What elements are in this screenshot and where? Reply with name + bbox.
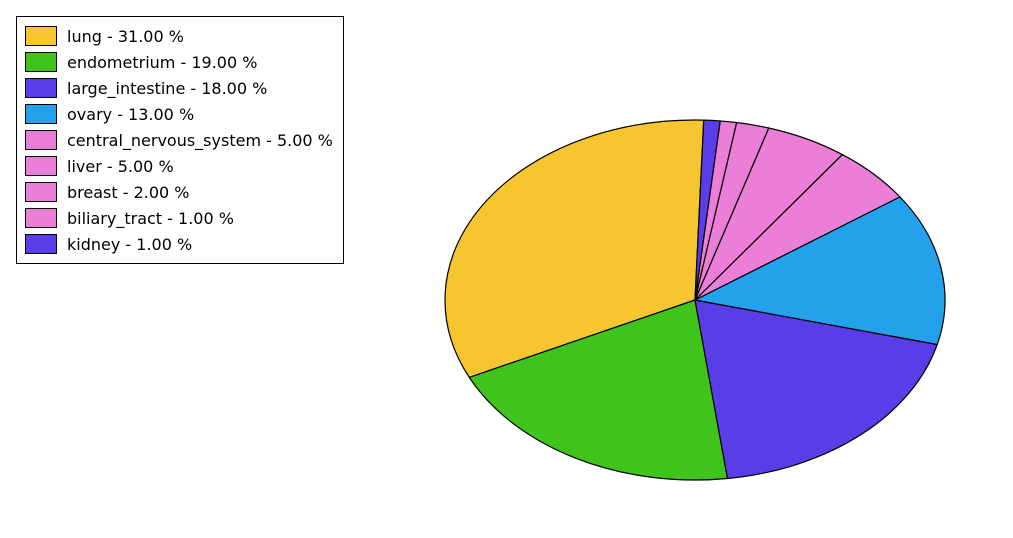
legend-label: ovary - 13.00 % xyxy=(67,105,194,124)
legend-label: large_intestine - 18.00 % xyxy=(67,79,267,98)
legend-swatch xyxy=(25,156,57,176)
pie-chart xyxy=(430,110,960,490)
legend-item: large_intestine - 18.00 % xyxy=(25,75,333,101)
legend-swatch xyxy=(25,52,57,72)
legend-item: kidney - 1.00 % xyxy=(25,231,333,257)
legend-swatch xyxy=(25,208,57,228)
legend-item: central_nervous_system - 5.00 % xyxy=(25,127,333,153)
legend-swatch xyxy=(25,234,57,254)
legend-item: lung - 31.00 % xyxy=(25,23,333,49)
legend-item: endometrium - 19.00 % xyxy=(25,49,333,75)
legend-swatch xyxy=(25,104,57,124)
legend-item: ovary - 13.00 % xyxy=(25,101,333,127)
legend-label: central_nervous_system - 5.00 % xyxy=(67,131,333,150)
legend-label: lung - 31.00 % xyxy=(67,27,184,46)
legend-swatch xyxy=(25,26,57,46)
legend-item: liver - 5.00 % xyxy=(25,153,333,179)
legend-swatch xyxy=(25,182,57,202)
legend-label: endometrium - 19.00 % xyxy=(67,53,257,72)
legend-swatch xyxy=(25,78,57,98)
legend-label: liver - 5.00 % xyxy=(67,157,174,176)
legend-label: breast - 2.00 % xyxy=(67,183,190,202)
legend-label: kidney - 1.00 % xyxy=(67,235,192,254)
legend-label: biliary_tract - 1.00 % xyxy=(67,209,234,228)
legend-item: biliary_tract - 1.00 % xyxy=(25,205,333,231)
legend-swatch xyxy=(25,130,57,150)
legend: lung - 31.00 % endometrium - 19.00 % large… xyxy=(16,16,344,264)
legend-item: breast - 2.00 % xyxy=(25,179,333,205)
chart-stage: lung - 31.00 % endometrium - 19.00 % large… xyxy=(0,0,1013,538)
